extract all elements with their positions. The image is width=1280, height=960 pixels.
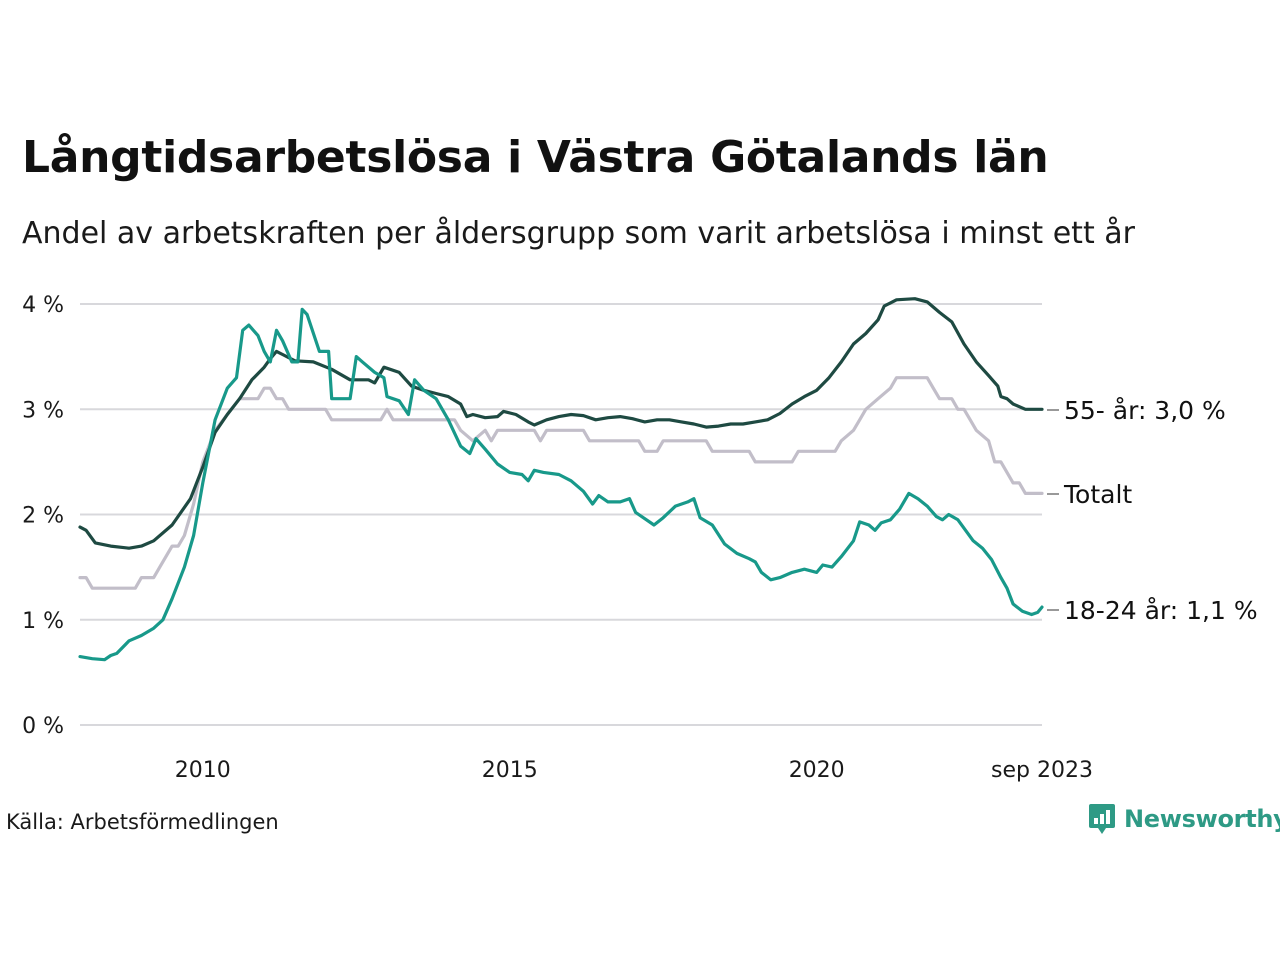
brand-name: Newsworthy xyxy=(1124,805,1280,833)
y-tick-label: 3 % xyxy=(22,398,64,423)
series-end-label: Totalt xyxy=(1063,480,1132,509)
source-note: Källa: Arbetsförmedlingen xyxy=(6,810,279,834)
y-tick-label: 2 % xyxy=(22,504,64,529)
series-end-label: 55- år: 3,0 % xyxy=(1064,396,1226,425)
x-tick-label: 2020 xyxy=(789,758,845,783)
chart-title: Långtidsarbetslösa i Västra Götalands lä… xyxy=(22,132,1049,183)
x-axis-ticks: 2010 2015 2020 sep 2023 xyxy=(175,758,1093,783)
series-line-18-24-r xyxy=(78,307,1044,662)
y-tick-label: 4 % xyxy=(22,293,64,318)
series-end-labels: Totalt 55- år: 3,0 % 18-24 år: 1,1 % xyxy=(1047,396,1258,625)
x-tick-label: 2015 xyxy=(482,758,538,783)
y-tick-label: 1 % xyxy=(22,609,64,634)
y-tick-label: 0 % xyxy=(22,714,64,739)
grid-lines xyxy=(80,303,1042,726)
series-end-label: 18-24 år: 1,1 % xyxy=(1064,596,1258,625)
x-tick-label: 2010 xyxy=(175,758,231,783)
x-tick-label: sep 2023 xyxy=(991,758,1093,783)
newsworthy-icon xyxy=(1089,804,1115,834)
newsworthy-logo[interactable]: Newsworthy xyxy=(1088,803,1280,835)
y-axis-ticks: 0 % 1 % 2 % 3 % 4 % xyxy=(22,293,64,739)
series-lines xyxy=(78,297,1044,662)
chart-subtitle: Andel av arbetskraften per åldersgrupp s… xyxy=(22,216,1135,251)
series-line-55-r xyxy=(78,297,1044,550)
